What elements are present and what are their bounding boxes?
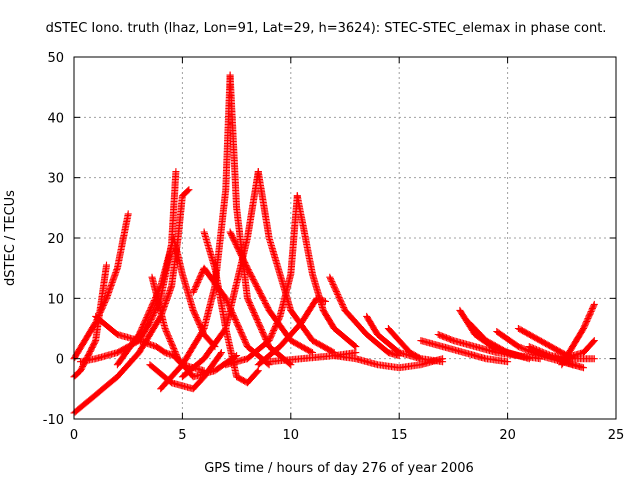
series-markers bbox=[384, 325, 425, 363]
y-tick-label: 40 bbox=[47, 111, 64, 126]
data-series bbox=[326, 273, 403, 360]
y-tick-label: 10 bbox=[47, 292, 64, 307]
label-layer: 0 5 10 15 20 25 -10 0 10 20 30 40 50 bbox=[43, 51, 625, 443]
chart-title: dSTEC Iono. truth (lhaz, Lon=91, Lat=29,… bbox=[46, 21, 607, 36]
x-tick-label: 15 bbox=[391, 428, 408, 443]
series-markers bbox=[417, 337, 512, 366]
series-markers bbox=[200, 228, 262, 387]
x-tick-label: 25 bbox=[608, 428, 625, 443]
data-series bbox=[417, 337, 512, 366]
series-markers bbox=[113, 234, 219, 369]
data-series bbox=[200, 228, 262, 387]
data-series bbox=[113, 234, 219, 369]
data-series bbox=[330, 352, 447, 372]
y-tick-label: 20 bbox=[47, 232, 64, 247]
data-layer bbox=[70, 71, 598, 417]
x-tick-label: 10 bbox=[283, 428, 300, 443]
y-tick-label: 0 bbox=[56, 353, 64, 368]
series-markers bbox=[222, 192, 301, 369]
data-series bbox=[222, 192, 301, 369]
tick-layer bbox=[73, 56, 617, 420]
data-series bbox=[293, 192, 360, 351]
y-tick-label: 30 bbox=[47, 172, 64, 187]
series-markers bbox=[547, 352, 598, 363]
series-markers bbox=[293, 192, 360, 351]
series-markers bbox=[189, 264, 273, 369]
x-tick-label: 0 bbox=[70, 428, 78, 443]
y-axis-title: dSTEC / TECUs bbox=[3, 190, 18, 286]
series-markers bbox=[330, 352, 447, 372]
data-series bbox=[384, 325, 425, 363]
y-tick-label: -10 bbox=[43, 413, 64, 428]
y-tick-label: 50 bbox=[47, 51, 64, 66]
data-series bbox=[189, 264, 273, 369]
series-markers bbox=[465, 319, 533, 363]
x-tick-label: 20 bbox=[499, 428, 516, 443]
data-series bbox=[465, 319, 533, 363]
series-markers bbox=[326, 273, 403, 360]
series-markers bbox=[254, 294, 329, 369]
x-axis-title: GPS time / hours of day 276 of year 2006 bbox=[204, 461, 474, 476]
x-tick-label: 5 bbox=[178, 428, 186, 443]
data-series bbox=[254, 294, 329, 369]
data-series bbox=[547, 352, 598, 363]
